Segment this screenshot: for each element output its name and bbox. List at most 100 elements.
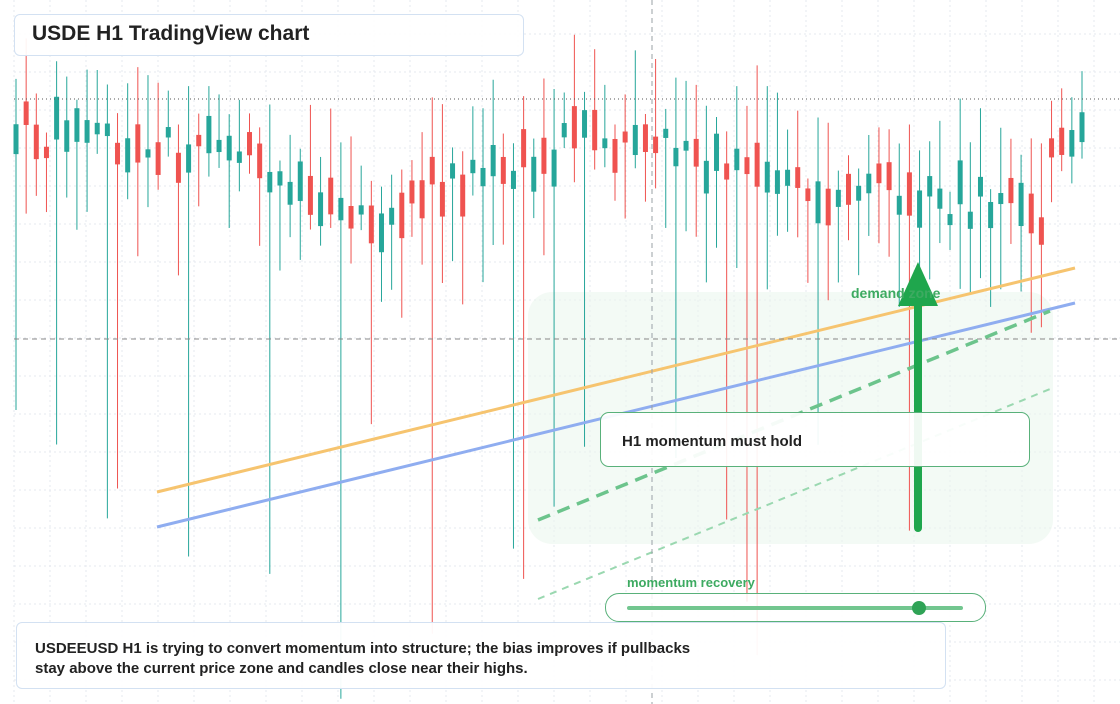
candle-body: [886, 162, 892, 191]
candle-body: [135, 124, 141, 163]
candle: [155, 82, 161, 190]
candle-body: [1059, 127, 1065, 155]
candle: [744, 105, 750, 602]
candle-body: [835, 189, 841, 207]
candle: [439, 104, 445, 284]
candle: [795, 110, 801, 238]
candle-body: [64, 120, 70, 152]
candle: [287, 134, 293, 238]
slider-handle[interactable]: [912, 601, 926, 615]
candle-body: [541, 137, 547, 174]
candle-body: [917, 190, 923, 228]
candle: [1069, 97, 1075, 184]
candle-body: [967, 211, 973, 229]
candle: [673, 77, 679, 459]
candle: [977, 108, 983, 279]
candle: [845, 155, 851, 241]
candle: [480, 108, 486, 283]
candle: [876, 127, 882, 244]
candle-body: [663, 128, 669, 138]
candle-body: [714, 133, 720, 171]
candle: [764, 86, 770, 290]
candle-body: [104, 123, 110, 137]
candle-body: [328, 177, 334, 215]
candle-body: [957, 160, 963, 205]
momentum-recovery-slider[interactable]: [605, 593, 986, 622]
candle-body: [43, 146, 49, 159]
candle-body: [693, 138, 699, 167]
candle-body: [115, 142, 121, 165]
candle-body: [988, 201, 994, 229]
candle-body: [734, 148, 740, 171]
candle-body: [937, 188, 943, 209]
candle: [389, 174, 395, 290]
candle-body: [998, 193, 1004, 205]
candle-body: [439, 181, 445, 217]
candle: [612, 124, 618, 201]
candle-body: [805, 188, 811, 201]
candle-body: [307, 175, 313, 215]
candle: [835, 170, 841, 283]
candle-body: [490, 145, 496, 177]
candle-body: [389, 207, 395, 225]
candle: [450, 147, 456, 262]
candle: [1038, 143, 1044, 328]
candle: [64, 76, 70, 198]
candle: [602, 84, 608, 168]
candle: [409, 160, 415, 237]
candle: [135, 67, 141, 257]
candle: [1059, 88, 1065, 172]
candle-body: [247, 132, 253, 156]
candle-body: [348, 206, 354, 229]
candle: [378, 186, 384, 302]
candle: [774, 92, 780, 236]
candle-body: [226, 135, 232, 161]
candle: [358, 165, 364, 231]
candle: [115, 113, 121, 489]
callout-text: H1 momentum must hold: [622, 433, 803, 450]
candle-body: [531, 156, 537, 192]
candle: [653, 58, 659, 189]
candle-body: [754, 142, 760, 187]
momentum-recovery-label: momentum recovery: [627, 575, 755, 590]
candle: [94, 70, 100, 154]
candle-body: [125, 138, 131, 173]
candle-body: [592, 109, 598, 151]
candle-body: [1079, 112, 1085, 143]
candle: [54, 61, 60, 445]
candle: [866, 134, 872, 236]
candle: [165, 90, 171, 157]
candle: [683, 80, 689, 232]
candle: [642, 113, 648, 202]
candle: [429, 97, 435, 634]
candle-body: [257, 143, 263, 179]
candle-body: [856, 185, 862, 201]
candle: [510, 143, 516, 549]
candle-body: [683, 140, 689, 151]
candle-body: [927, 176, 933, 197]
candle: [815, 117, 821, 445]
candle: [805, 178, 811, 283]
candle: [206, 86, 212, 177]
candle-body: [1008, 177, 1014, 204]
candle: [348, 136, 354, 264]
candle: [632, 50, 638, 169]
candle-body: [429, 156, 435, 185]
candle: [328, 108, 334, 228]
candle: [1028, 138, 1034, 333]
candle: [754, 65, 760, 656]
candle: [490, 79, 496, 245]
candle-body: [287, 181, 293, 205]
candle-body: [947, 214, 953, 226]
candle: [1079, 71, 1085, 159]
candle: [571, 34, 577, 183]
candle: [297, 148, 303, 260]
candle-body: [1018, 182, 1024, 226]
candle: [957, 98, 963, 289]
candle-body: [74, 108, 80, 142]
candle: [104, 84, 110, 519]
note-line-1: USDEEUSD H1 is trying to convert momentu…: [35, 640, 691, 657]
candle-body: [399, 192, 405, 239]
candle: [592, 49, 598, 170]
